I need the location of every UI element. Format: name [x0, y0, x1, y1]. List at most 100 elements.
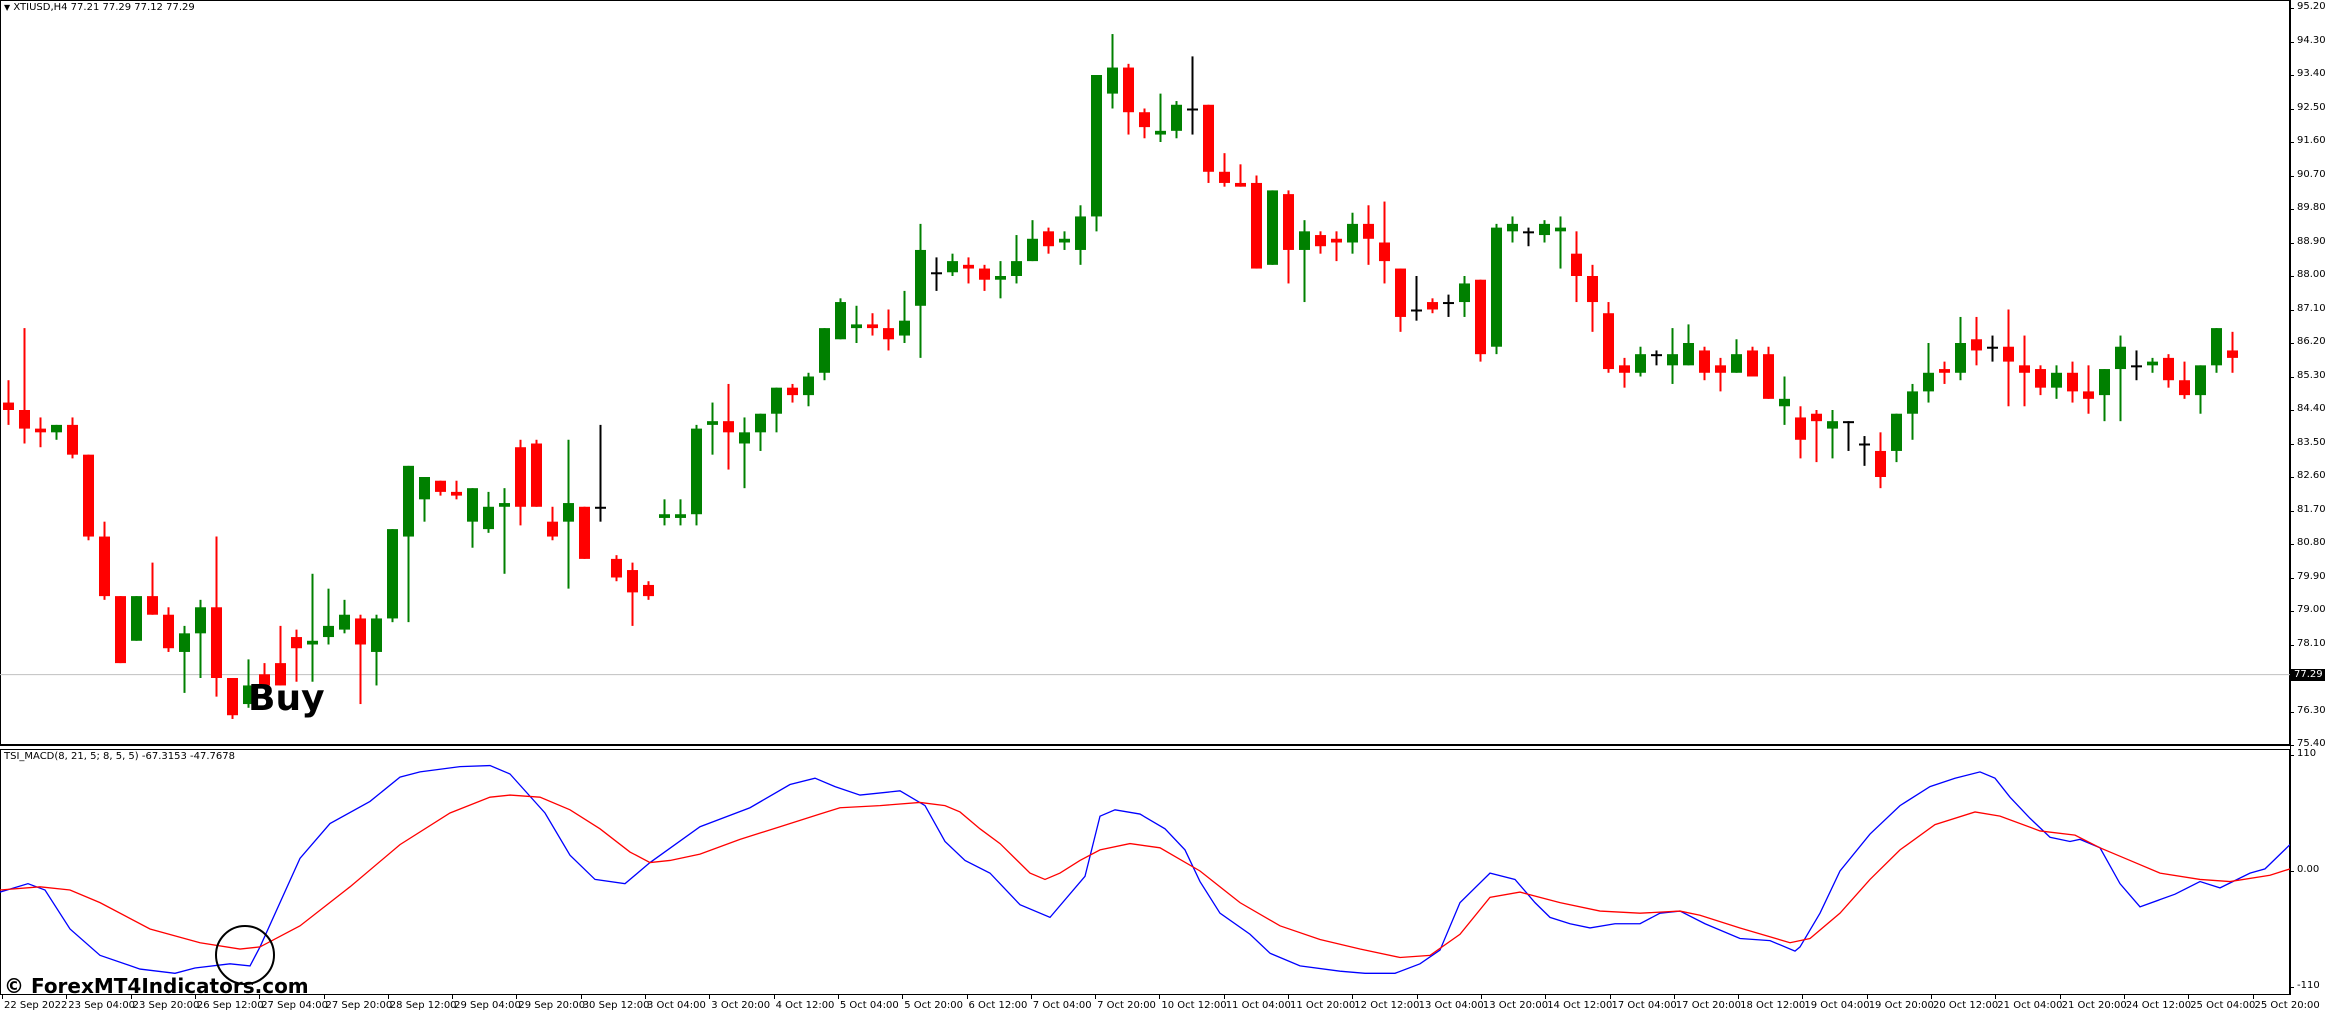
candle [627, 562, 638, 626]
candle [403, 465, 414, 623]
candle [1155, 93, 1166, 142]
candle [2051, 365, 2062, 399]
indicator-pane[interactable] [0, 749, 2290, 995]
candle [1171, 101, 1182, 139]
triangle-down-icon[interactable]: ▼ [4, 3, 11, 12]
current-price-tag: 77.29 [2291, 668, 2325, 681]
candle [979, 264, 990, 291]
time-axis[interactable]: 22 Sep 2022 23 Sep 04:00 23 Sep 20:00 26 Se… [2, 995, 2320, 1011]
candle [1267, 190, 1278, 265]
watermark: © ForexMT4Indicators.com [4, 974, 309, 998]
candle [803, 372, 814, 407]
candle [243, 659, 254, 708]
candle [195, 599, 206, 678]
candle [115, 596, 126, 664]
candle [1667, 328, 1678, 384]
candle [1939, 361, 1950, 384]
symbol-title: ▼ XTIUSD,H4 77.21 77.29 77.12 77.29 [4, 2, 195, 13]
candle [1059, 231, 1070, 250]
candle [211, 536, 222, 697]
price-axis[interactable]: 95.20 94.30 93.40 92.50 91.60 90.70 89.80 88.90… [2290, 1, 2325, 749]
candle [1779, 376, 1790, 425]
candle [83, 454, 94, 541]
candle [291, 629, 302, 682]
candle [723, 383, 734, 470]
candle [1411, 276, 1422, 321]
candle [2099, 369, 2110, 422]
candle [1507, 216, 1518, 243]
candle [435, 480, 446, 496]
candle [1603, 302, 1614, 373]
candle [1731, 339, 1742, 373]
candle [1635, 346, 1646, 377]
candle [1843, 421, 1854, 451]
candle [2147, 357, 2158, 373]
candle [787, 383, 798, 403]
candle [883, 309, 894, 351]
candle [2067, 361, 2078, 403]
candle [1715, 357, 1726, 392]
signal-line [0, 794, 2290, 959]
candle [1827, 410, 1838, 459]
candle [1299, 220, 1310, 303]
candle [163, 607, 174, 652]
price-axis-line [2290, 0, 2291, 995]
candle [1923, 343, 1934, 403]
candle [99, 521, 110, 600]
candle [819, 328, 830, 381]
candle [2083, 365, 2094, 414]
candle [1907, 383, 1918, 440]
candle [963, 257, 974, 284]
candle [1859, 436, 1870, 466]
candle [1619, 357, 1630, 388]
candle [1587, 264, 1598, 332]
candle [1795, 406, 1806, 459]
candle [899, 290, 910, 343]
candle [2003, 309, 2014, 407]
candle [1523, 227, 1534, 247]
candle [1107, 34, 1118, 109]
candle [1219, 153, 1230, 187]
candle [1555, 216, 1566, 269]
candle [1235, 164, 1246, 187]
candle [851, 305, 862, 343]
candle [2211, 328, 2222, 373]
candle [1251, 175, 1262, 269]
candle [739, 417, 750, 489]
candle [2115, 335, 2126, 422]
candle [707, 402, 718, 455]
pane-separator[interactable] [0, 745, 2290, 749]
candle [1011, 235, 1022, 284]
candle [131, 596, 142, 641]
candle [355, 614, 366, 705]
candle [499, 488, 510, 574]
buy-signal-label: Buy [248, 678, 325, 719]
indicator-axis[interactable]: 110 0.00 -110 [2290, 748, 2320, 991]
candle [35, 417, 46, 448]
candle [1539, 220, 1550, 243]
indicator-title: TSI_MACD(8, 21, 5; 8, 5, 5) -67.3153 -47… [4, 751, 235, 762]
candle [1987, 335, 1998, 362]
candle [515, 439, 526, 526]
candle [1027, 220, 1038, 262]
tsi-line [0, 764, 2290, 974]
candle [1651, 350, 1662, 366]
candle [259, 663, 270, 690]
candle [1699, 346, 1710, 381]
candle [419, 477, 430, 522]
candle [1379, 201, 1390, 284]
candle [611, 555, 622, 582]
candle [387, 529, 398, 623]
candle [1571, 231, 1582, 303]
candle [1043, 227, 1054, 254]
candle [2019, 335, 2030, 407]
candle [531, 439, 542, 507]
candle [307, 573, 318, 682]
candle [1747, 346, 1758, 377]
candle [947, 253, 958, 276]
candlestick-series [0, 34, 2290, 719]
candle [1283, 190, 1294, 284]
candle [467, 488, 478, 548]
candle [915, 223, 926, 358]
candle [1187, 56, 1198, 135]
